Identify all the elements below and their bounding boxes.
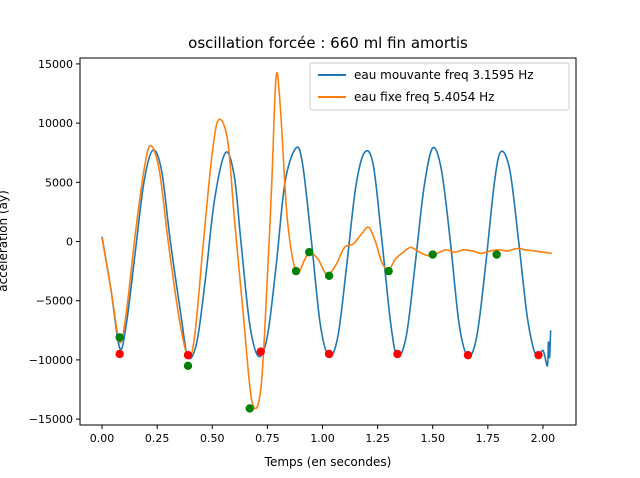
y-tick-label: −5000 (36, 295, 73, 308)
series-line-eau-mouvante (101, 146, 552, 367)
x-tick-label: 0.75 (255, 432, 280, 445)
green-marker-point (305, 247, 314, 257)
plot-frame (79, 57, 577, 426)
green-marker-point (384, 266, 393, 276)
y-axis-ticks: −15000 −10000 −5000 0 5000 10000 15000 (29, 58, 80, 426)
green-marker-point (115, 333, 124, 342)
y-tick-label: −15000 (29, 413, 73, 426)
legend-label-eau-mouvante: eau mouvante freq 3.1595 Hz (354, 68, 534, 82)
green-marker-point (324, 271, 334, 281)
green-marker-point (291, 266, 301, 276)
green-marker-point (492, 250, 501, 259)
legend: eau mouvante freq 3.1595 Hz eau fixe fre… (309, 62, 570, 111)
legend-box (309, 62, 570, 111)
y-tick-label: −10000 (29, 354, 73, 367)
x-tick-label: 1.00 (310, 432, 335, 445)
x-tick-label: 2.00 (531, 432, 556, 445)
red-marker-point (256, 347, 265, 356)
x-tick-label: 0.25 (145, 432, 170, 445)
red-marker-point (534, 350, 543, 360)
green-marker-point (245, 404, 254, 413)
green-marker-point (428, 250, 437, 259)
y-tick-label: 10000 (38, 117, 73, 130)
x-axis-ticks: 0.00 0.25 0.50 0.75 1.00 1.25 1.50 1.75 2.00 (90, 425, 555, 445)
marker-points (115, 247, 543, 413)
y-tick-label: 0 (66, 236, 73, 249)
x-tick-label: 1.75 (476, 432, 501, 445)
legend-label-eau-fixe: eau fixe freq 5.4054 Hz (354, 90, 494, 104)
red-marker-point (183, 350, 193, 360)
x-tick-label: 0.00 (90, 432, 115, 445)
red-marker-point (463, 350, 473, 360)
x-axis-label: Temps (en secondes) (264, 455, 392, 469)
chart-title: oscillation forcée : 660 ml fin amortis (188, 34, 468, 52)
red-marker-point (324, 349, 334, 359)
series-lines (101, 72, 552, 410)
x-tick-label: 0.50 (200, 432, 225, 445)
x-tick-label: 1.50 (420, 432, 445, 445)
y-tick-label: 15000 (38, 58, 73, 71)
y-tick-label: 5000 (45, 176, 73, 189)
y-axis-label: acceleration (ay) (0, 190, 10, 292)
red-marker-point (115, 349, 124, 359)
red-marker-point (393, 349, 402, 359)
green-marker-point (183, 361, 193, 371)
x-tick-label: 1.25 (365, 432, 390, 445)
plot-area (79, 57, 577, 426)
